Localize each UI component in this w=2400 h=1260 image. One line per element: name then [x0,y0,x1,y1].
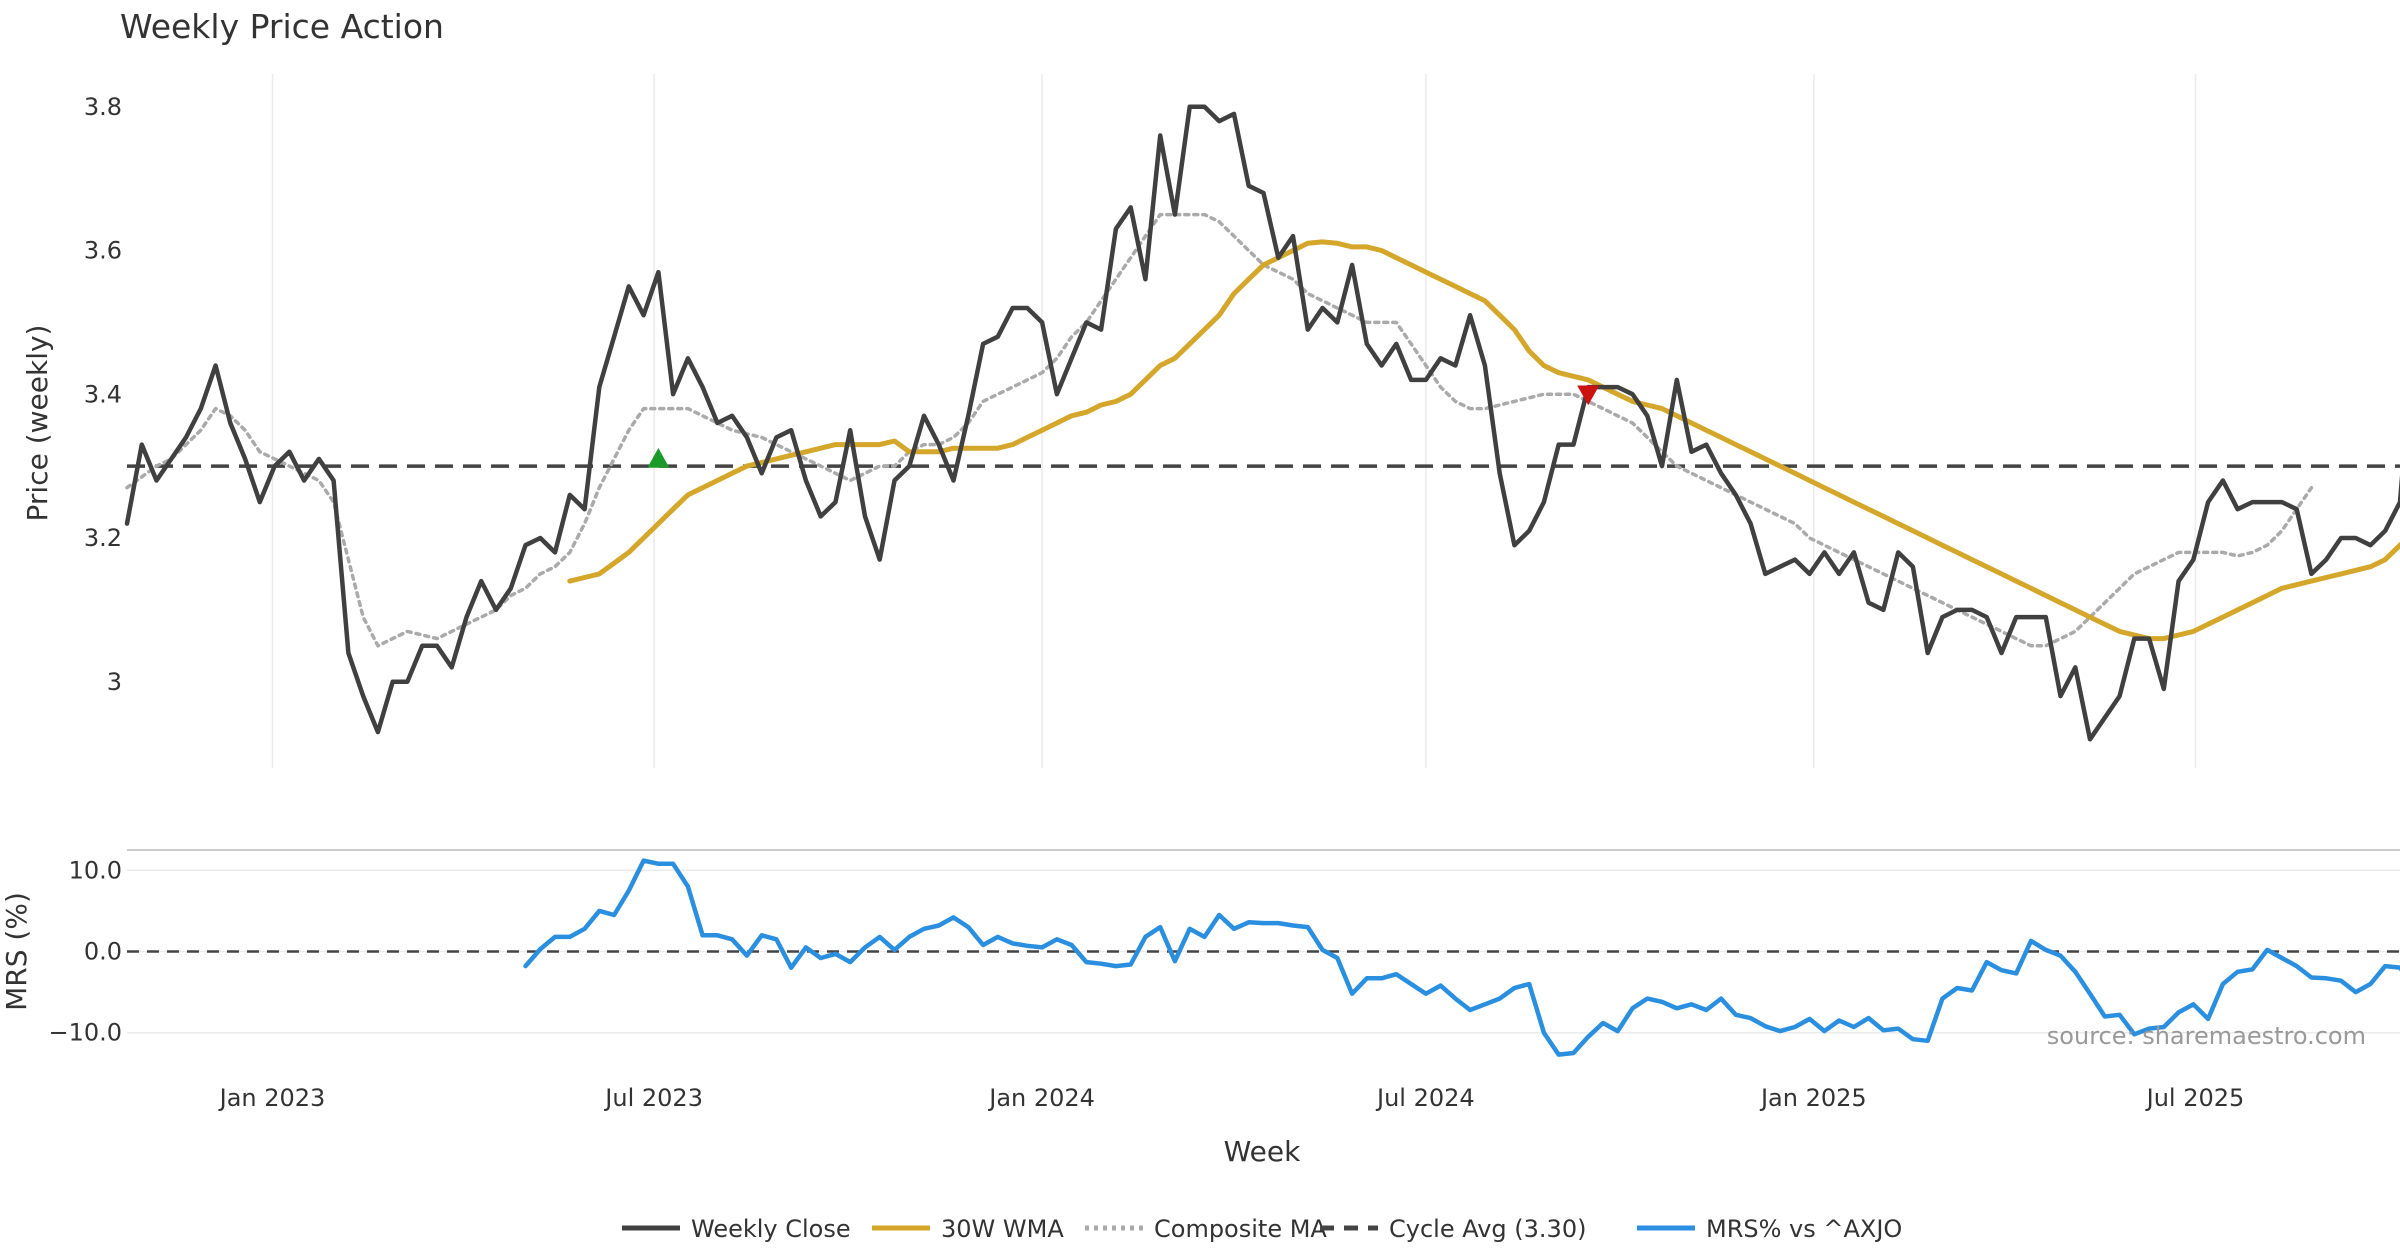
x-tick-label: Jan 2024 [987,1084,1095,1112]
price-y-axis-label: Price (weekly) [21,325,54,522]
price-y-tick-label: 3 [107,668,122,696]
mrs-y-tick-label: −10.0 [48,1019,122,1047]
legend-label: MRS% vs ^AXJO [1706,1215,1902,1243]
composite-ma-line [125,212,2314,648]
price-y-tick-label: 3.2 [84,524,122,552]
weekly-close-line [124,104,2400,742]
legend-label: Cycle Avg (3.30) [1389,1215,1586,1243]
legend-label: Weekly Close [691,1215,851,1243]
x-tick-label: Jan 2025 [1759,1084,1867,1112]
buy-signal-marker [647,447,670,468]
legend: Weekly Close 30W WMA Composite MA Cycle Avg… [622,1215,1902,1243]
wma-30w-line [567,239,2400,642]
source-watermark: source: sharemaestro.com [2047,1022,2366,1050]
price-panel: 3 3.2 3.4 3.6 3.8 Price (weekly) [21,74,2400,768]
mrs-panel: Jan 2023 Jul 2023 Jan 2024 Jul 2024 Jan 2025… [0,849,2400,1112]
price-chart-title: Weekly Price Action [120,7,444,46]
x-tick-label: Jul 2024 [1375,1084,1475,1112]
mrs-line [523,858,2400,1057]
legend-label: Composite MA [1154,1215,1327,1243]
legend-label: 30W WMA [941,1215,1064,1243]
sell-signal-marker [1577,385,1600,406]
mrs-y-axis-label: MRS (%) [0,892,33,1011]
mrs-y-tick-label: 0.0 [84,938,122,966]
x-tick-label: Jan 2023 [218,1084,326,1112]
price-y-tick-label: 3.4 [84,380,122,408]
mrs-y-tick-label: 10.0 [69,856,122,884]
x-tick-label: Jul 2025 [2145,1084,2245,1112]
price-y-tick-label: 3.6 [84,237,122,265]
x-axis-label: Week [1224,1135,1301,1168]
price-y-tick-label: 3.8 [84,93,122,121]
x-tick-label: Jul 2023 [603,1084,703,1112]
